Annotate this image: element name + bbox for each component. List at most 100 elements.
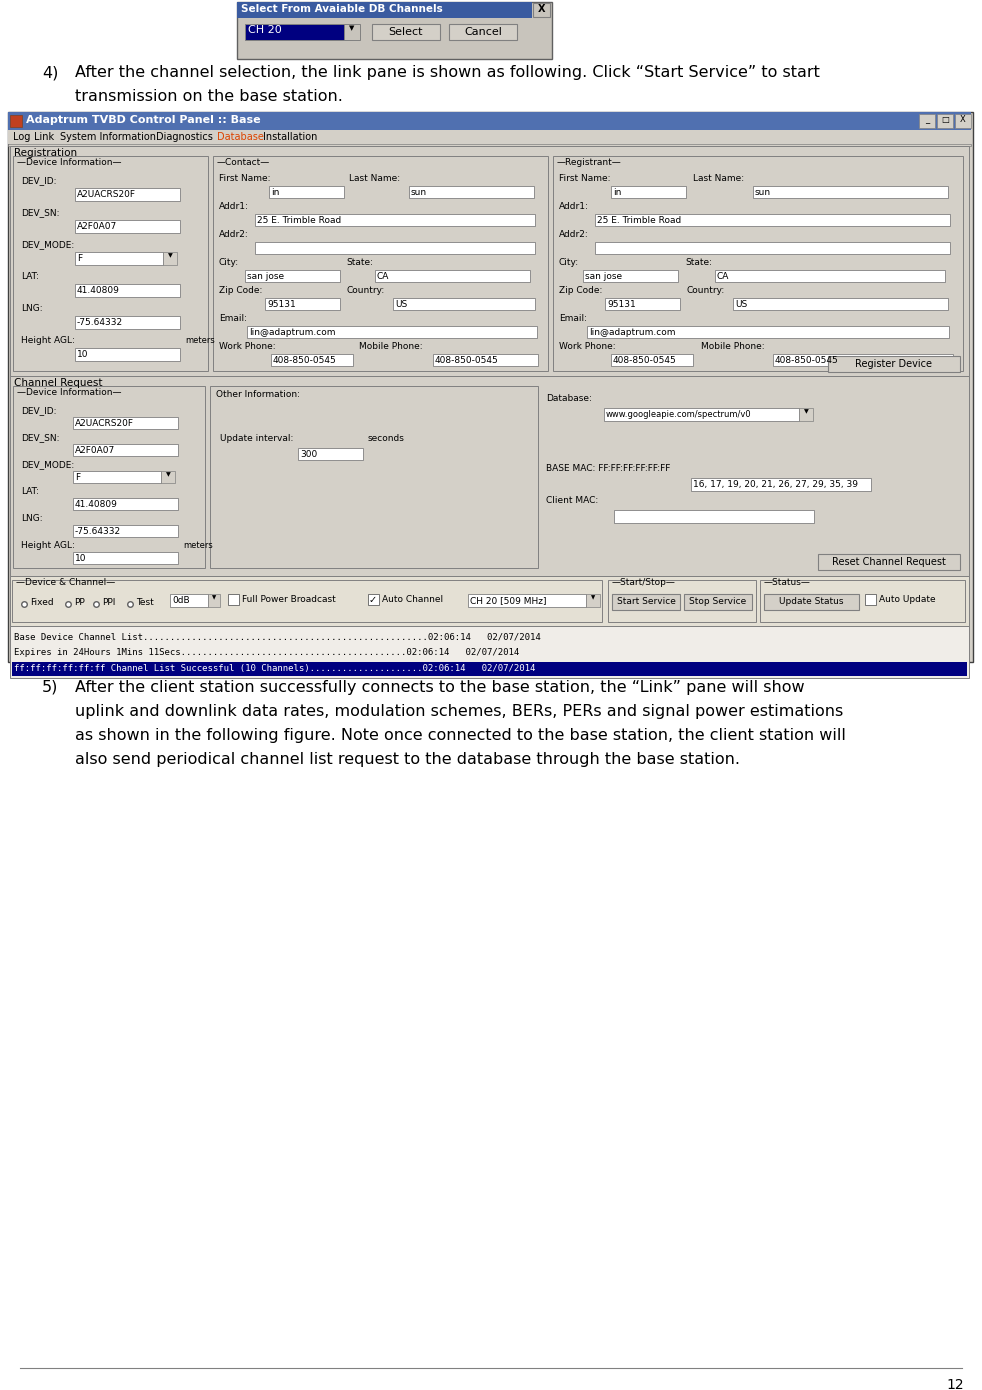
Text: Installation: Installation [263,132,317,142]
Bar [237,1,532,18]
Bar [586,594,600,607]
Text: DEV_MODE:: DEV_MODE: [21,460,75,468]
Text: 300: 300 [300,450,317,459]
Bar [372,24,440,40]
Text: transmission on the base station.: transmission on the base station. [75,89,343,104]
Bar [8,131,971,145]
Bar [237,1,552,58]
Bar [8,113,971,131]
Text: ▼: ▼ [591,595,595,600]
Text: Channel Request: Channel Request [14,378,102,388]
Bar [937,114,953,128]
Text: Country:: Country: [687,286,726,295]
Bar [375,270,530,282]
Bar [255,214,535,227]
Text: ✓: ✓ [369,595,377,605]
Text: Database:: Database: [546,393,592,403]
Text: City:: City: [219,259,240,267]
Text: Other Information:: Other Information: [216,391,300,399]
Text: ▼: ▼ [166,473,170,477]
Text: 95131: 95131 [267,300,296,309]
Text: A2UACRS20F: A2UACRS20F [77,190,136,199]
Text: LNG:: LNG: [21,514,42,523]
Bar [161,471,175,482]
Text: sun: sun [755,188,771,197]
Bar [73,443,178,456]
Text: _: _ [925,115,929,124]
Bar [12,580,602,621]
Text: -75.64332: -75.64332 [77,318,123,327]
Text: State:: State: [346,259,373,267]
Bar [228,594,239,605]
Text: —Status—: —Status— [764,578,811,587]
Text: F: F [75,473,81,482]
Bar [10,115,22,126]
Text: lin@adaptrum.com: lin@adaptrum.com [589,328,676,336]
Text: Cancel: Cancel [464,26,502,38]
Text: 10: 10 [75,555,86,563]
Text: meters: meters [185,336,215,345]
Bar [10,146,969,377]
Text: 16, 17, 19, 20, 21, 26, 27, 29, 35, 39: 16, 17, 19, 20, 21, 26, 27, 29, 35, 39 [693,480,858,489]
Bar [433,354,538,366]
Text: Work Phone:: Work Phone: [219,342,276,352]
Text: 5): 5) [42,680,58,695]
Text: 12: 12 [947,1377,963,1390]
Text: □: □ [941,115,949,124]
Text: seconds: seconds [368,434,405,443]
Bar [587,327,949,338]
Bar [73,552,178,564]
Text: Zip Code:: Zip Code: [559,286,602,295]
Bar [8,145,971,146]
Bar [13,156,208,371]
Text: Database: Database [217,132,264,142]
Bar [73,471,161,482]
Text: lin@adaptrum.com: lin@adaptrum.com [249,328,336,336]
Text: 25 E. Trimble Road: 25 E. Trimble Road [257,215,342,225]
Text: DEV_SN:: DEV_SN: [21,208,60,217]
Text: DEV_ID:: DEV_ID: [21,406,57,416]
Bar [828,356,960,373]
Text: Register Device: Register Device [855,359,933,368]
Bar [344,24,360,40]
Text: A2F0A07: A2F0A07 [77,222,117,231]
Text: Addr2:: Addr2: [559,229,589,239]
Text: DEV_SN:: DEV_SN: [21,434,60,442]
Bar [163,252,177,265]
Text: Full Power Broadcast: Full Power Broadcast [242,595,336,605]
Text: Height AGL:: Height AGL: [21,336,75,345]
Bar [10,377,969,575]
Text: PPI: PPI [102,598,116,607]
Text: Base Device Channel List.....................................................02:: Base Device Channel List................… [14,632,541,641]
Text: Select From Avaiable DB Channels: Select From Avaiable DB Channels [241,4,443,14]
Bar [684,594,752,610]
Text: Adaptrum TVBD Control Panel :: Base: Adaptrum TVBD Control Panel :: Base [26,115,260,125]
Text: Mobile Phone:: Mobile Phone: [359,342,422,352]
Text: ▼: ▼ [803,409,808,414]
Text: Fixed: Fixed [30,598,54,607]
Bar [760,580,965,621]
Bar [611,354,693,366]
Bar [269,186,344,197]
Text: Auto Update: Auto Update [879,595,936,605]
Bar [753,186,948,197]
Text: ▼: ▼ [212,595,216,600]
Text: —Device Information—: —Device Information— [17,388,122,398]
Bar [595,214,950,227]
Text: CA: CA [377,272,390,281]
Text: —Device & Channel—: —Device & Channel— [16,578,115,587]
Text: 41.40809: 41.40809 [75,500,118,509]
Text: san jose: san jose [585,272,623,281]
Text: sun: sun [411,188,427,197]
Text: LAT:: LAT: [21,486,39,496]
Text: as shown in the following figure. Note once connected to the base station, the c: as shown in the following figure. Note o… [75,728,846,744]
Bar [955,114,971,128]
Text: 41.40809: 41.40809 [77,286,120,295]
Bar [75,284,180,297]
Bar [265,297,340,310]
Text: —Contact—: —Contact— [217,158,270,167]
Bar [75,188,180,202]
Bar [553,156,963,371]
Text: Email:: Email: [219,314,247,322]
Text: —Start/Stop—: —Start/Stop— [612,578,676,587]
